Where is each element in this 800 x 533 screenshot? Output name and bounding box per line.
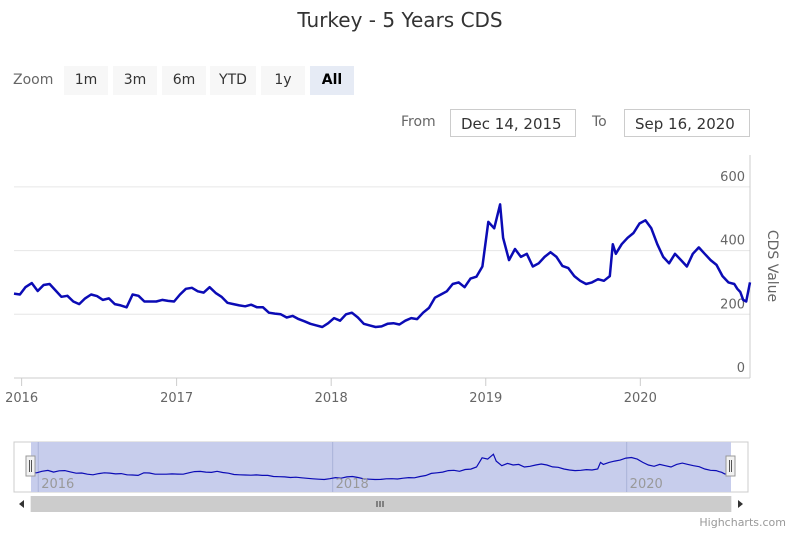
zoom-button-6m[interactable]: 6m [162,66,206,95]
y-tick-label: 0 [737,361,745,376]
x-tick-label: 2020 [624,391,657,406]
range-to-label: To [592,114,607,130]
scrollbar[interactable] [14,496,748,512]
zoom-button-1y[interactable]: 1y [261,66,305,95]
arrow-left-icon [19,500,24,508]
x-tick-labels: 2016 2017 2018 2019 2020 [5,378,657,406]
range-from-input[interactable]: Dec 14, 2015 [450,109,576,137]
series-line[interactable] [13,203,752,329]
navigator-tick-label: 2018 [336,477,369,492]
y-tick-label: 400 [720,234,745,249]
range-to-input[interactable]: Sep 16, 2020 [624,109,750,137]
zoom-button-3m[interactable]: 3m [113,66,157,95]
navigator-tick-label: 2020 [630,477,663,492]
navigator-selection[interactable] [31,442,731,492]
chart-title: Turkey - 5 Years CDS [297,8,503,32]
zoom-button-1m[interactable]: 1m [64,66,108,95]
x-tick-label: 2017 [160,391,193,406]
scrollbar-thumb[interactable] [31,496,731,512]
navigator-handle-left[interactable] [25,455,36,477]
grid-lines [14,186,750,315]
navigator-tick-labels: 2016 2018 2020 [41,477,663,492]
zoom-button-ytd[interactable]: YTD [210,66,256,95]
arrow-right-icon [738,500,743,508]
y-tick-label: 600 [720,170,745,185]
navigator-grid [37,442,628,492]
zoom-label: Zoom [13,72,54,88]
x-tick-label: 2016 [5,391,38,406]
navigator[interactable]: 2016 2018 2020 [13,441,749,493]
zoom-button-all[interactable]: All [310,66,354,95]
range-from-label: From [401,114,436,130]
y-tick-label: 200 [720,297,745,312]
scrollbar-grip-icon [376,501,384,507]
y-axis-title: CDS Value [764,230,780,302]
credits-link[interactable]: Highcharts.com [699,516,786,529]
x-tick-label: 2018 [315,391,348,406]
y-tick-labels: 0 200 400 600 [720,170,745,376]
navigator-series-line [30,453,732,481]
x-tick-label: 2019 [469,391,502,406]
navigator-tick-label: 2016 [41,477,74,492]
navigator-handle-right[interactable] [725,455,736,477]
